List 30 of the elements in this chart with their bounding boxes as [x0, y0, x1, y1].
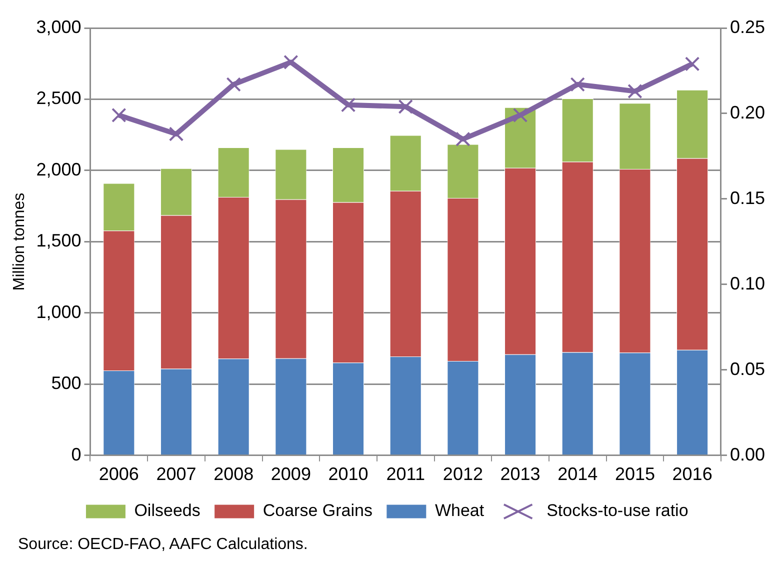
y-tick-label: 500 — [51, 373, 82, 394]
x-tick-label: 2009 — [270, 464, 311, 484]
y-tick-label: 3,000 — [36, 16, 82, 37]
y2-tick-label: 0.15 — [730, 188, 766, 208]
y-tick-label: 1,000 — [36, 302, 82, 322]
x-tick-label: 2010 — [328, 464, 368, 484]
x-tick-label: 2011 — [386, 464, 425, 484]
y-tick-label: 2,500 — [36, 88, 82, 108]
x-tick-label: 2006 — [98, 464, 139, 484]
legend-label: Stocks-to-use ratio — [546, 501, 688, 520]
x-tick-label: 2008 — [214, 464, 254, 484]
legend-label: Oilseeds — [134, 501, 200, 520]
x-tick-label: 2015 — [614, 464, 655, 484]
y2-tick-label: 0.20 — [730, 102, 766, 122]
y-tick-label: 0 — [71, 444, 82, 464]
source-note: Source: OECD-FAO, AAFC Calculations. — [18, 536, 308, 554]
y-tick-label: 1,500 — [36, 230, 82, 251]
legend-label: Wheat — [434, 501, 484, 520]
x-tick-label: 2014 — [558, 464, 598, 484]
y2-tick-label: 0.10 — [730, 273, 766, 294]
y-axis-title: Million tonnes — [11, 192, 28, 291]
y-tick-label: 2,000 — [36, 159, 82, 180]
x-tick-label: 2012 — [442, 464, 483, 484]
x-tick-label: 2013 — [500, 464, 540, 484]
y2-tick-label: 0.05 — [730, 358, 766, 379]
y2-tick-label: 0.00 — [730, 444, 766, 464]
x-tick-label: 2007 — [156, 464, 196, 484]
legend-label: Coarse Grains — [262, 501, 372, 520]
y2-tick-label: 0.25 — [730, 16, 766, 37]
x-tick-label: 2016 — [672, 464, 712, 484]
